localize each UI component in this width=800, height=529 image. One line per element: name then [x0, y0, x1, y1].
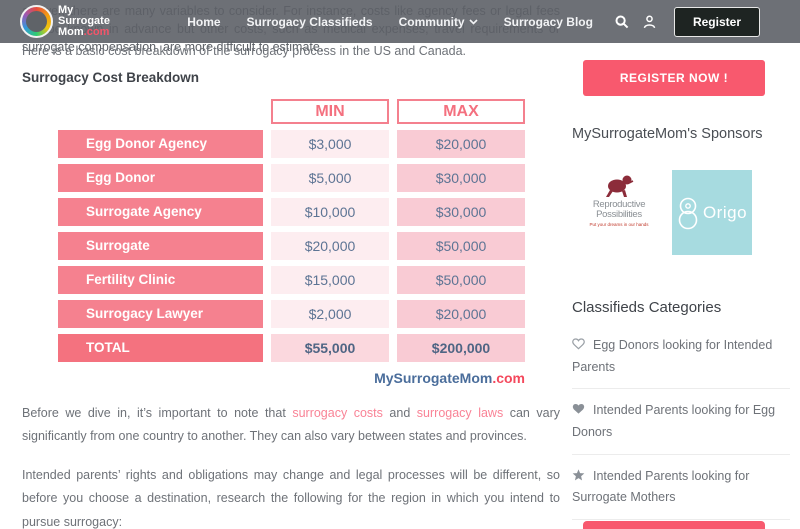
category-egg-donors-for-ip[interactable]: Egg Donors looking for Intended Parents — [572, 324, 790, 390]
table-watermark: MySurrogateMom.com — [374, 370, 525, 386]
table-header-row: MIN MAX — [58, 99, 525, 124]
sponsor-reproductive-possibilities[interactable]: Reproductive Possibilities Put your dream… — [583, 170, 655, 227]
table-row: Fertility Clinic $15,000 $50,000 — [58, 266, 525, 294]
search-icon[interactable] — [615, 15, 629, 29]
crawling-baby-icon — [606, 175, 634, 197]
site-logo[interactable]: My Surrogate Mom.com — [20, 5, 110, 38]
nav-icons — [615, 15, 656, 29]
user-icon[interactable] — [643, 15, 656, 29]
logo-ring-icon — [20, 5, 53, 38]
column-header-min: MIN — [271, 99, 389, 124]
article-lead-line: Here is a basic cost breakdown of the su… — [22, 44, 466, 58]
register-now-button[interactable]: REGISTER NOW ! — [583, 60, 765, 96]
sponsors-heading: MySurrogateMom's Sponsors — [572, 126, 763, 142]
table-row: Egg Donor $5,000 $30,000 — [58, 164, 525, 192]
surrogacy-laws-link[interactable]: surrogacy laws — [416, 406, 504, 420]
nav-item-surrogacy-classifieds[interactable]: Surrogacy Classifieds — [246, 14, 373, 29]
heart-outline-icon — [572, 336, 585, 357]
classifieds-list: Egg Donors looking for Intended Parents … — [572, 324, 790, 529]
main-content: Surrogacy Cost Breakdown MIN MAX Egg Don… — [22, 70, 560, 529]
logo-text: My Surrogate Mom.com — [58, 4, 110, 38]
nav-item-surrogacy-blog[interactable]: Surrogacy Blog — [503, 14, 593, 29]
chevron-down-icon — [469, 18, 478, 25]
sponsors-row: Reproductive Possibilities Put your dream… — [583, 170, 790, 255]
cost-breakdown-table: MIN MAX Egg Donor Agency $3,000 $20,000 … — [58, 99, 525, 362]
table-row: Surrogate $20,000 $50,000 — [58, 232, 525, 260]
paragraph-research: Intended parents’ rights and obligations… — [22, 468, 560, 529]
sponsor-origo[interactable]: Origo — [672, 170, 752, 255]
nav-item-home[interactable]: Home — [187, 14, 221, 29]
nav-menu: Home Surrogacy Classifieds Community Sur… — [187, 15, 593, 29]
heart-filled-icon — [572, 401, 585, 422]
nav-item-community[interactable]: Community — [399, 15, 478, 29]
paragraph-costs-vary: Before we dive in, it’s important to not… — [22, 406, 560, 444]
table-row: Surrogate Agency $10,000 $30,000 — [58, 198, 525, 226]
page-title: Surrogacy Cost Breakdown — [22, 70, 200, 85]
top-navbar: My Surrogate Mom.com Home Surrogacy Clas… — [0, 0, 800, 43]
sidebar: REGISTER NOW ! MySurrogateMom's Sponsors… — [572, 60, 790, 529]
register-button[interactable]: Register — [673, 6, 760, 37]
category-ip-for-egg-donors[interactable]: Intended Parents looking for Egg Donors — [572, 389, 790, 455]
category-ip-for-surrogates[interactable]: Intended Parents looking for Surrogate M… — [572, 455, 790, 520]
star-filled-icon — [572, 467, 585, 488]
table-total-row: TOTAL $55,000 $200,000 — [58, 334, 525, 362]
table-row: Egg Donor Agency $3,000 $20,000 — [58, 130, 525, 158]
origo-figure8-icon — [678, 197, 698, 229]
classifieds-heading: Classifieds Categories — [572, 299, 722, 316]
table-row: Surrogacy Lawyer $2,000 $20,000 — [58, 300, 525, 328]
register-now-button-bottom[interactable] — [583, 521, 765, 529]
column-header-max: MAX — [397, 99, 525, 124]
surrogacy-costs-link[interactable]: surrogacy costs — [292, 406, 383, 420]
